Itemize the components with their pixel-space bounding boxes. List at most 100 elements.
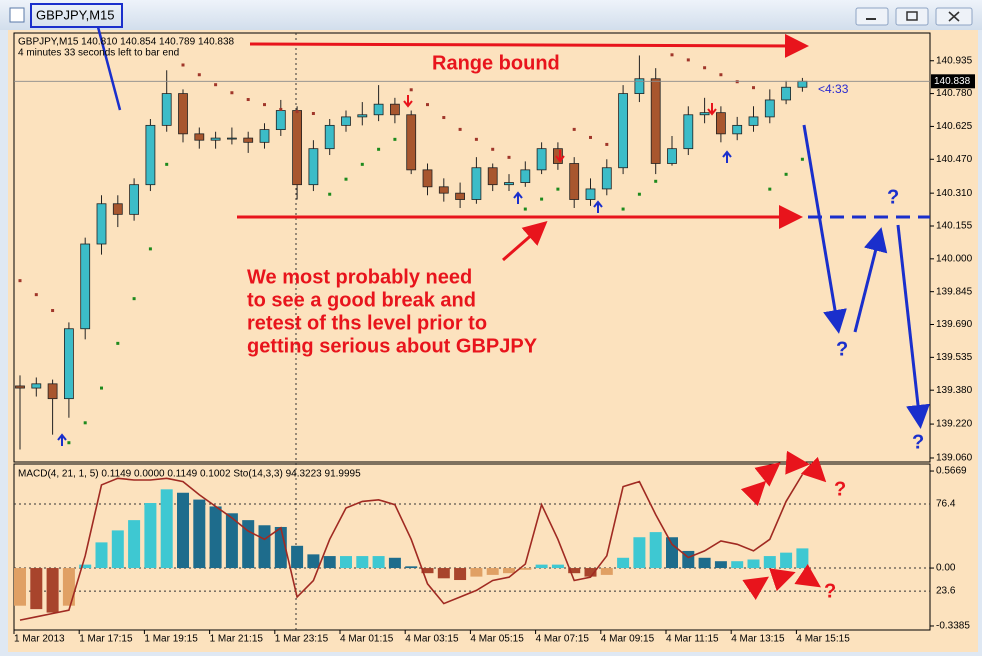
range-top-arrow (249, 33, 809, 58)
note-line: getting serious about GBPJPY (247, 335, 538, 357)
question-mark: ? (834, 478, 846, 500)
macd-bar (193, 499, 206, 569)
scenario-arrow (896, 224, 930, 429)
sell-arrow (555, 150, 565, 163)
macd-bar (388, 557, 401, 569)
y2-tick-label: 23.6 (936, 586, 956, 597)
y2-tick-label: 76.4 (936, 499, 956, 510)
question-mark: ? (912, 431, 924, 453)
x-tick-label: 4 Mar 11:15 (666, 634, 719, 645)
y-tick-label: 140.310 (936, 188, 973, 199)
price-panel (13, 32, 931, 463)
macd-bar (291, 545, 304, 569)
sar-dot (784, 172, 788, 176)
macd-bar (160, 489, 173, 569)
y-tick-label: 140.625 (936, 121, 973, 132)
macd-bar (633, 537, 646, 569)
sar-dot (589, 135, 592, 139)
sar-dot (409, 88, 413, 92)
y-tick-label: 140.780 (936, 88, 973, 99)
minimize-button[interactable] (855, 7, 889, 26)
sar-dot (605, 142, 609, 146)
candle-body (194, 133, 205, 141)
x-tick-label: 4 Mar 05:15 (470, 634, 524, 645)
macd-bar (535, 564, 548, 569)
candle-body (31, 383, 42, 389)
sar-dot (132, 297, 136, 301)
macd-bar (209, 506, 222, 569)
window-title: GBPJPY,M15 (36, 7, 115, 22)
candle-body (47, 383, 58, 400)
candle-body (455, 192, 466, 200)
macd-bar (372, 556, 385, 569)
y-tick-label: 139.845 (936, 286, 973, 297)
candle-body (667, 148, 677, 164)
sar-dot (800, 157, 804, 161)
sar-dot (491, 147, 495, 151)
macd-bar (437, 568, 450, 579)
close-icon (948, 11, 960, 22)
note-line: We most probably need (247, 266, 472, 288)
maximize-icon (906, 11, 918, 21)
sar-dot (246, 98, 250, 102)
sar-dot (230, 91, 234, 95)
sar-dot (67, 441, 71, 445)
macd-bar (323, 556, 336, 569)
candle-body (259, 129, 270, 143)
y-tick-label: 139.220 (936, 419, 973, 430)
chart-header: GBPJPY,M15 140.810 140.854 140.789 140.8… (18, 37, 235, 48)
maximize-button[interactable] (895, 7, 929, 26)
candle-body (226, 137, 237, 140)
sar-dot (621, 207, 625, 211)
candle-body (161, 93, 172, 126)
sar-dot (507, 155, 511, 159)
candle-body (275, 110, 286, 131)
macd-bar (454, 568, 467, 581)
sar-dot (426, 103, 429, 107)
macd-bar (763, 556, 776, 569)
candle-body (112, 203, 123, 215)
sar-dot (442, 116, 446, 120)
sar-dot (572, 127, 576, 131)
macd-bar (780, 552, 793, 569)
candle-body (406, 114, 417, 171)
range-label: Range bound (432, 52, 560, 74)
sar-dot (735, 80, 739, 84)
sar-dot (165, 162, 169, 166)
indicator-panel (13, 463, 931, 631)
y-tick-label: -0.3385 (936, 621, 970, 632)
x-tick-label: 1 Mar 23:15 (275, 634, 329, 645)
candle-body (292, 110, 303, 186)
x-tick-label: 4 Mar 09:15 (601, 634, 655, 645)
note-line: to see a good break and (247, 289, 476, 311)
candle-body (324, 124, 335, 150)
sar-dot (360, 162, 364, 166)
sar-dot (181, 63, 185, 67)
indicator-header: MACD(4, 21, 1, 5) 0.1149 0.0000 0.1149 0… (18, 469, 361, 480)
macd-bar (796, 548, 809, 569)
candle-body (748, 116, 759, 126)
current-price-box (931, 74, 975, 89)
candle-body (618, 93, 628, 169)
candle-body (438, 186, 449, 194)
minimize-icon (866, 18, 876, 20)
macd-bar (144, 503, 157, 569)
macd-bar (731, 561, 744, 569)
sar-dot (83, 421, 87, 425)
y-tick-label: 140.000 (936, 253, 973, 264)
candle-body (422, 169, 433, 188)
indicator-arrow (800, 456, 827, 483)
window-icon (9, 7, 25, 23)
sar-dot (51, 309, 55, 313)
indicator-arrow (769, 568, 796, 592)
candle-body (520, 169, 531, 183)
macd-bar (258, 525, 271, 569)
title-highlight (30, 3, 123, 28)
y-tick-label: 140.935 (936, 55, 973, 66)
candle-body (129, 184, 140, 215)
sar-dot (263, 103, 266, 107)
x-tick-label: 1 Mar 19:15 (144, 634, 198, 645)
x-tick-label: 4 Mar 15:15 (796, 634, 850, 645)
sar-dot (34, 293, 38, 297)
